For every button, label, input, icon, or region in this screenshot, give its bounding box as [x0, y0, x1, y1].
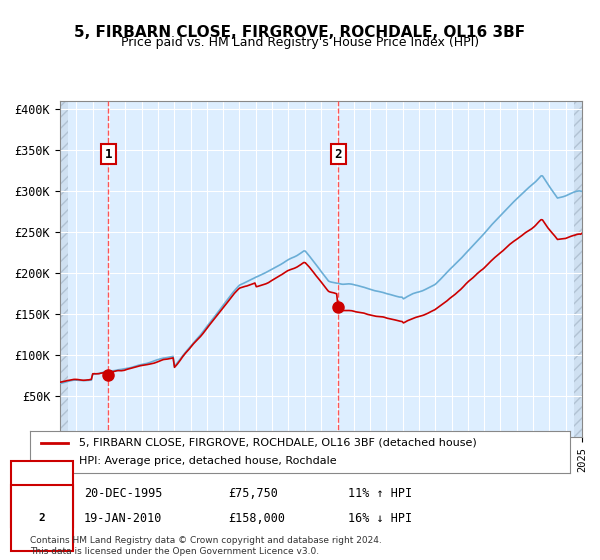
Text: £158,000: £158,000 [228, 511, 285, 525]
Text: 1: 1 [38, 489, 46, 499]
Text: 2: 2 [38, 513, 46, 523]
Text: 1: 1 [104, 148, 112, 161]
Text: 19-JAN-2010: 19-JAN-2010 [84, 511, 163, 525]
Text: 11% ↑ HPI: 11% ↑ HPI [348, 487, 412, 501]
Text: 2: 2 [334, 148, 342, 161]
Text: 20-DEC-1995: 20-DEC-1995 [84, 487, 163, 501]
Text: HPI: Average price, detached house, Rochdale: HPI: Average price, detached house, Roch… [79, 456, 336, 466]
Text: 16% ↓ HPI: 16% ↓ HPI [348, 511, 412, 525]
Text: £75,750: £75,750 [228, 487, 278, 501]
Text: 5, FIRBARN CLOSE, FIRGROVE, ROCHDALE, OL16 3BF: 5, FIRBARN CLOSE, FIRGROVE, ROCHDALE, OL… [74, 25, 526, 40]
Polygon shape [574, 68, 582, 437]
Text: 5, FIRBARN CLOSE, FIRGROVE, ROCHDALE, OL16 3BF (detached house): 5, FIRBARN CLOSE, FIRGROVE, ROCHDALE, OL… [79, 438, 476, 448]
Text: Contains HM Land Registry data © Crown copyright and database right 2024.
This d: Contains HM Land Registry data © Crown c… [30, 536, 382, 556]
Polygon shape [60, 68, 68, 437]
Text: Price paid vs. HM Land Registry's House Price Index (HPI): Price paid vs. HM Land Registry's House … [121, 36, 479, 49]
